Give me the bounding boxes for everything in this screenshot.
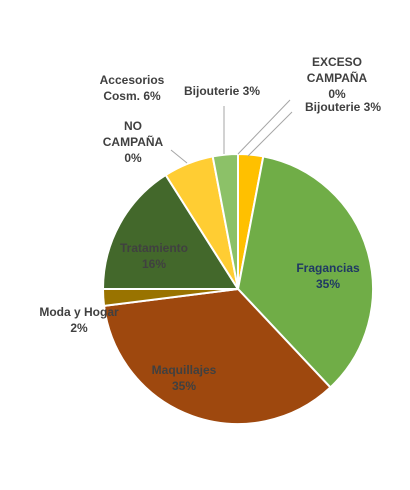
leader-line-bij1	[247, 111, 293, 157]
data-labels: Bijouterie 3% Fragancias 35% Maquillajes 35%…	[39, 55, 381, 393]
pie-slice-bij2	[211, 153, 239, 290]
data-label-nocamp: NO CAMPAÑA 0%	[103, 119, 164, 165]
leader-line-nocamp	[170, 149, 188, 164]
data-label-maquillajes: Maquillajes 35%	[152, 363, 217, 393]
pie-slice-tratamiento	[102, 174, 239, 290]
pie-slice-fragancias	[237, 155, 374, 389]
data-label-fragancias: Fragancias 35%	[296, 261, 360, 291]
leader-line-exceso	[237, 99, 291, 155]
data-label-exceso: EXCESO CAMPAÑA 0%	[307, 55, 368, 101]
pie-slices	[101, 153, 374, 425]
data-label-accesorios: Accesorios Cosm. 6%	[100, 73, 165, 103]
data-label-moda: Moda y Hogar 2%	[39, 305, 119, 335]
pie-slice-maquillajes	[103, 288, 332, 425]
data-label-bij1: Bijouterie 3%	[305, 100, 381, 114]
leader-lines	[170, 99, 293, 164]
data-label-tratamiento: Tratamiento 16%	[120, 241, 188, 271]
data-label-bij2: Bijouterie 3%	[184, 84, 260, 98]
